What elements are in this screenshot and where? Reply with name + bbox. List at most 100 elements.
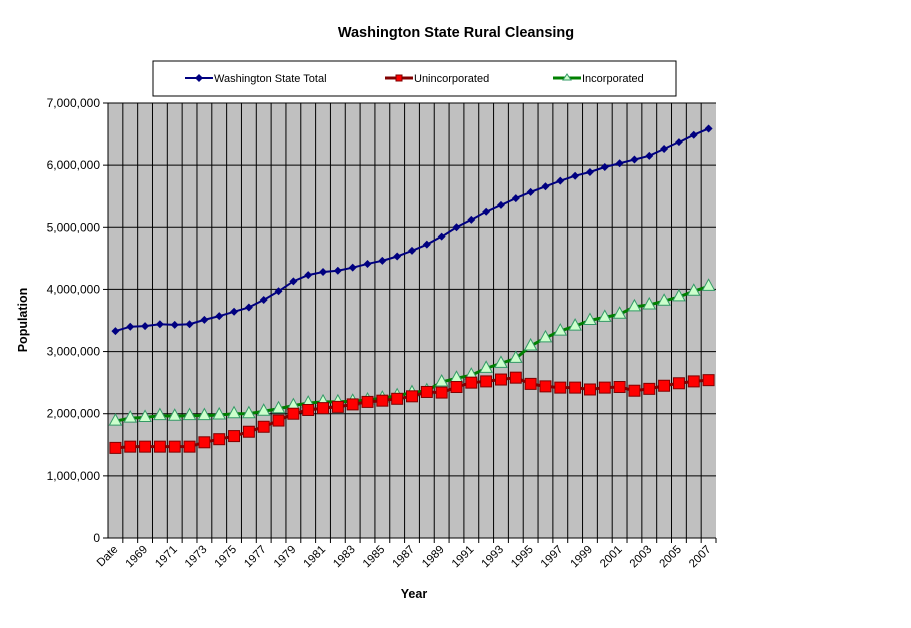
square-marker bbox=[628, 384, 641, 397]
diamond-marker bbox=[511, 194, 520, 203]
series-unincorporated bbox=[109, 371, 715, 454]
diamond-marker bbox=[259, 295, 268, 304]
square-marker bbox=[509, 371, 522, 384]
triangle-marker bbox=[657, 293, 671, 306]
square-marker bbox=[153, 440, 166, 453]
square-marker bbox=[406, 390, 418, 403]
square-marker bbox=[272, 414, 285, 427]
square-marker bbox=[124, 440, 137, 453]
square-marker bbox=[554, 381, 567, 394]
triangle-marker bbox=[597, 309, 612, 322]
diamond-marker bbox=[571, 171, 580, 180]
y-tick-label: 7,000,000 bbox=[47, 96, 101, 110]
square-marker bbox=[391, 392, 404, 405]
square-marker bbox=[435, 386, 448, 399]
y-axis-label: Population bbox=[16, 288, 30, 353]
square-marker bbox=[242, 425, 255, 438]
diamond-marker bbox=[215, 312, 224, 321]
legend-item: Unincorporated bbox=[385, 73, 489, 85]
diamond-marker bbox=[467, 215, 476, 224]
y-tick-label: 0 bbox=[93, 531, 100, 545]
chart-title: Washington State Rural Cleansing bbox=[338, 25, 574, 41]
diamond-marker bbox=[378, 256, 387, 265]
triangle-marker bbox=[553, 323, 568, 336]
square-marker bbox=[198, 436, 211, 449]
square-marker bbox=[583, 383, 596, 396]
triangle-marker bbox=[153, 407, 167, 421]
square-marker bbox=[109, 441, 122, 454]
diamond-marker bbox=[363, 259, 372, 268]
diamond-marker bbox=[689, 130, 698, 139]
y-tick-label: 5,000,000 bbox=[47, 220, 101, 234]
legend-item: Washington State Total bbox=[185, 73, 327, 85]
diamond-marker bbox=[600, 163, 609, 172]
diamond-marker bbox=[645, 151, 654, 160]
square-marker bbox=[569, 381, 582, 394]
square-marker bbox=[598, 381, 611, 394]
x-tick-label: 1991 bbox=[450, 544, 477, 571]
x-tick-label: 1997 bbox=[539, 544, 566, 571]
triangle-marker bbox=[123, 410, 138, 423]
legend-label: Unincorporated bbox=[414, 73, 489, 85]
square-marker bbox=[672, 377, 685, 390]
square-marker bbox=[687, 375, 700, 388]
square-marker bbox=[361, 395, 374, 408]
triangle-marker bbox=[701, 278, 716, 291]
diamond-marker bbox=[111, 327, 120, 336]
diamond-marker bbox=[319, 268, 328, 277]
x-tick-label: 1977 bbox=[242, 544, 269, 571]
square-marker bbox=[257, 420, 270, 433]
square-marker bbox=[287, 407, 300, 420]
triangle-marker bbox=[686, 283, 701, 296]
square-marker bbox=[480, 375, 493, 388]
square-marker bbox=[302, 403, 315, 416]
triangle-marker bbox=[182, 407, 197, 421]
x-tick-label: 2001 bbox=[598, 544, 625, 571]
diamond-marker bbox=[348, 263, 357, 272]
square-marker bbox=[702, 374, 715, 387]
triangle-marker bbox=[568, 318, 582, 331]
square-marker bbox=[346, 398, 359, 411]
square-marker bbox=[331, 400, 344, 413]
diamond-marker bbox=[630, 155, 639, 164]
square-marker bbox=[228, 430, 241, 443]
diamond-marker bbox=[333, 266, 342, 275]
triangle-marker bbox=[627, 298, 642, 312]
y-tick-label: 6,000,000 bbox=[47, 158, 101, 172]
diamond-marker bbox=[556, 176, 565, 185]
triangle-marker bbox=[271, 400, 286, 414]
y-tick-label: 3,000,000 bbox=[47, 345, 101, 359]
x-tick-label: 1989 bbox=[420, 544, 447, 571]
square-marker bbox=[317, 402, 330, 415]
triangle-marker bbox=[642, 296, 657, 310]
x-tick-label: 1973 bbox=[183, 544, 210, 571]
square-marker bbox=[376, 394, 389, 407]
x-tick-label: 1971 bbox=[153, 544, 180, 571]
x-axis-label: Year bbox=[401, 587, 428, 601]
diamond-marker bbox=[393, 252, 402, 261]
diamond-marker bbox=[200, 315, 209, 324]
diamond-marker bbox=[674, 138, 683, 147]
legend-label: Washington State Total bbox=[214, 73, 327, 85]
x-tick-label: 1985 bbox=[361, 544, 388, 571]
diamond-marker bbox=[230, 307, 239, 316]
triangle-marker bbox=[538, 329, 553, 343]
diamond-marker bbox=[482, 207, 491, 216]
x-tick-label: 1969 bbox=[124, 544, 151, 571]
plot-area bbox=[108, 103, 716, 538]
y-tick-label: 1,000,000 bbox=[47, 469, 101, 483]
x-tick-label: 2005 bbox=[657, 544, 684, 571]
square-marker bbox=[643, 382, 656, 395]
x-tick-label: 1987 bbox=[391, 544, 418, 571]
square-marker bbox=[420, 385, 433, 398]
triangle-marker bbox=[523, 337, 538, 351]
x-tick-label: Date bbox=[95, 544, 121, 570]
y-tick-label: 4,000,000 bbox=[47, 282, 101, 296]
diamond-marker bbox=[170, 320, 179, 329]
x-tick-label: 1979 bbox=[272, 544, 299, 571]
triangle-marker bbox=[242, 405, 256, 419]
square-marker bbox=[494, 373, 507, 386]
triangle-marker bbox=[672, 288, 686, 302]
triangle-marker bbox=[197, 407, 212, 421]
legend: Washington State Total Unincorporated Inco… bbox=[152, 60, 677, 97]
